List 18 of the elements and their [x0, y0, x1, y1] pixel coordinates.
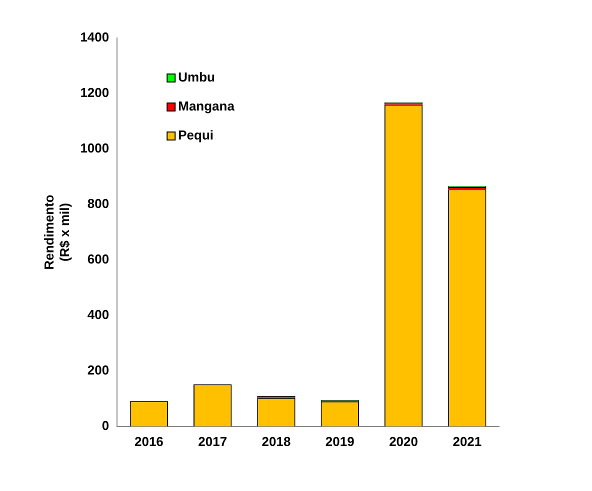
legend-label: Umbu	[178, 70, 216, 85]
x-tick-label: 2020	[389, 434, 418, 449]
x-tick-label: 2018	[262, 434, 291, 449]
y-tick-label: 1400	[80, 30, 110, 45]
y-tick-label: 200	[87, 362, 110, 378]
legend-label: Pequi	[178, 128, 214, 143]
x-tick-label: 2021	[452, 434, 482, 449]
y-tick-label: 400	[87, 307, 110, 322]
y-tick-label: 0	[102, 418, 110, 433]
x-tick-label: 2017	[198, 434, 228, 449]
legend-label: Mangana	[178, 98, 236, 114]
y-tick-label: 1200	[80, 85, 110, 100]
y-tick-label: 1000	[80, 140, 110, 156]
y-tick-label: 600	[87, 252, 110, 267]
x-tick-label: 2019	[325, 434, 354, 449]
y-tick-label: 800	[87, 196, 110, 212]
y-axis-title: Rendimento (R$ x mil)	[41, 194, 72, 270]
x-tick-label: 2016	[134, 434, 164, 449]
